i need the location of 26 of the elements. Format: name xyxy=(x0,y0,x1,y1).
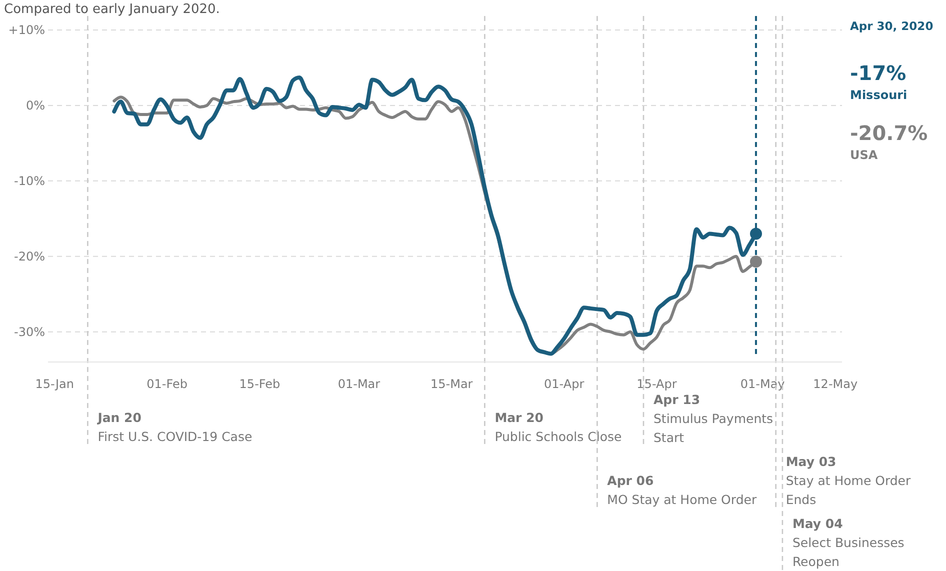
ref-line-label: Apr 13 Stimulus Payments Start xyxy=(654,392,774,445)
x-tick-label: 01-Apr xyxy=(544,377,584,391)
text: -20.7% xyxy=(850,121,928,145)
y-tick-label: 0% xyxy=(26,98,45,113)
ref-line-label: Mar 20 Public Schools Close xyxy=(494,410,622,444)
x-tick-label: 01-May xyxy=(740,377,785,391)
text: Missouri xyxy=(850,88,908,102)
text: -17% xyxy=(850,61,906,85)
y-tick-label: +10% xyxy=(8,23,45,38)
text: USA xyxy=(850,148,878,162)
x-tick-label: 15-Feb xyxy=(239,377,280,391)
ref-line-label: May 03 Stay at Home Order Ends xyxy=(786,454,912,507)
x-tick-label: 01-Mar xyxy=(338,377,380,391)
y-tick-label: -30% xyxy=(14,325,45,340)
x-tick-label: 15-Apr xyxy=(636,377,677,391)
x-tick-label: 15-Mar xyxy=(430,377,473,391)
ref-line-label: Apr 30, 2020 xyxy=(850,19,934,33)
x-tick-label: 15-Jan xyxy=(35,377,74,391)
ref-line-label: May 04 Select Businesses Reopen xyxy=(792,516,904,569)
x-tick-label: 12-May xyxy=(813,377,858,391)
chart-subtitle: Compared to early January 2020. xyxy=(4,2,220,17)
y-tick-label: -10% xyxy=(14,174,45,188)
ref-line-label: Apr 06 MO Stay at Home Order xyxy=(607,473,758,507)
x-tick-label: 01-Feb xyxy=(146,377,188,391)
ref-line-label: Jan 20 First U.S. COVID-19 Case xyxy=(96,410,252,444)
y-tick-label: -20% xyxy=(14,250,45,264)
